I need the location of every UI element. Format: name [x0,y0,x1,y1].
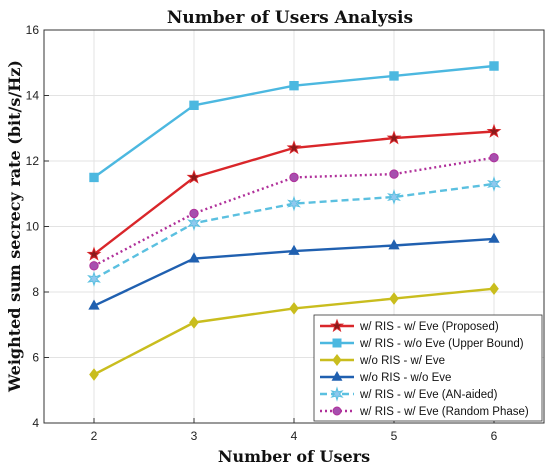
legend-entry: w/ RIS - w/ Eve (Proposed) [320,318,499,333]
y-axis-label: Weighted sum secrecy rate (bit/s/Hz) [5,60,24,393]
series-2 [89,61,499,183]
legend-marker [332,406,342,416]
data-point [189,208,199,219]
data-point [188,252,200,263]
legend-entry: w/ RIS - w/ Eve (Random Phase) [320,406,529,418]
data-point [288,244,300,255]
data-point [289,302,299,315]
legend-marker [332,353,342,367]
data-point [487,175,501,192]
x-tick-label: 3 [191,429,198,443]
data-point [389,169,399,179]
x-tick-label: 4 [291,429,298,443]
chart-title: Number of Users Analysis [167,8,413,28]
series-5 [87,175,501,287]
plot-area [86,61,502,381]
legend-label: w/ RIS - w/ Eve (Random Phase) [359,406,529,418]
series-6 [89,153,499,271]
data-point [389,292,399,305]
legend-marker [329,318,345,333]
data-point [286,140,302,155]
legend: w/ RIS - w/ Eve (Proposed) w/ RIS - w/o E… [313,314,543,422]
series-4 [88,232,500,310]
data-point [489,282,499,296]
data-point [189,100,199,110]
legend-entry: w/ RIS - w/ Eve (AN-aided) [320,386,498,402]
data-point [489,61,499,71]
legend-marker [331,370,343,381]
x-axis-label: Number of Users [218,447,370,466]
y-tick-label: 6 [32,351,39,365]
data-point [387,189,401,205]
legend-label: w/ RIS - w/o Eve (Upper Bound) [359,338,524,350]
legend-label: w/o RIS - w/o Eve [359,372,451,384]
series-3 [89,282,499,381]
data-point [289,172,299,183]
data-point [87,270,101,287]
x-tick-label: 6 [491,429,498,443]
x-tick-label: 2 [91,429,98,443]
series-line [93,156,495,267]
legend-entry: w/ RIS - w/o Eve (Upper Bound) [320,338,524,350]
y-tick-label: 10 [26,220,40,234]
y-tick-label: 4 [32,416,39,430]
data-point [489,153,499,163]
legend-entry: w/o RIS - w/o Eve [320,370,451,384]
data-point [386,130,402,145]
data-point [89,172,99,183]
data-point [88,299,100,310]
y-tick-label: 12 [26,154,40,168]
data-point [289,81,299,91]
x-tick-label: 5 [391,429,398,443]
data-point [486,123,502,138]
data-point [388,239,400,250]
data-point [488,232,500,243]
data-point [89,368,99,381]
legend-label: w/o RIS - w/ Eve [359,355,445,367]
legend-entry: w/o RIS - w/ Eve [320,353,445,367]
legend-marker [332,338,342,348]
legend-box [313,314,543,422]
data-point [86,246,102,261]
legend-marker [330,386,344,402]
data-point [187,215,201,232]
data-point [89,261,99,271]
data-point [189,316,199,329]
y-tick-label: 14 [26,89,40,103]
series-1 [86,123,502,261]
data-point [186,169,202,184]
y-tick-label: 16 [26,23,40,37]
data-point [389,71,399,81]
data-point [287,195,301,212]
y-tick-label: 8 [32,285,39,299]
axis-ticks: 2 3 4 5 6 4 6 8 10 12 14 16 [26,23,498,443]
legend-label: w/ RIS - w/ Eve (Proposed) [359,321,499,333]
legend-label: w/ RIS - w/ Eve (AN-aided) [359,389,498,401]
